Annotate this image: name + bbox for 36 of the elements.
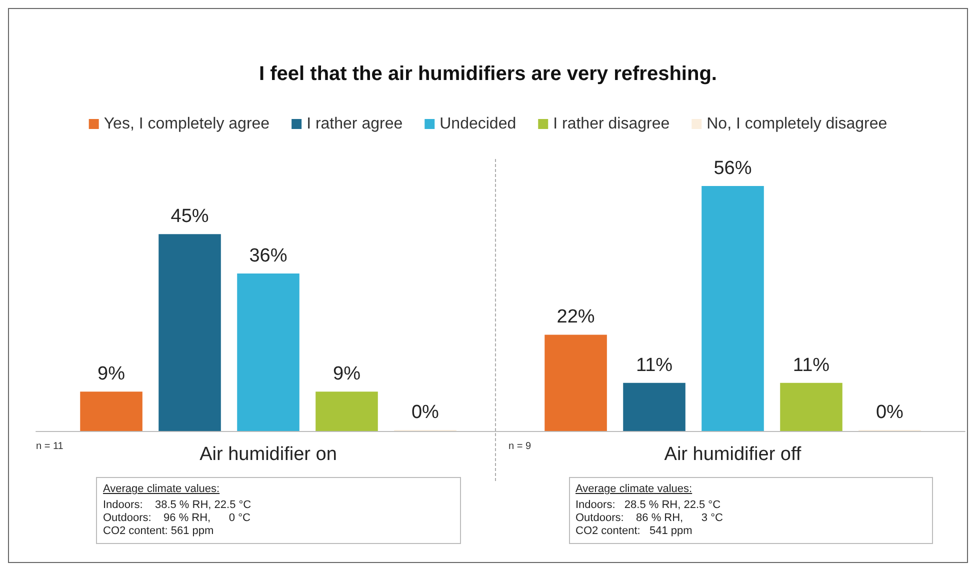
x-tick-label: Air humidifier on	[200, 444, 337, 465]
x-tick-label: Air humidifier off	[664, 444, 802, 465]
legend-label: No, I completely disagree	[706, 116, 888, 132]
text: Outdoors: 96 % RH, 0 °C	[103, 512, 252, 525]
chart-title: I feel that the air humidifiers are very refreshing.	[259, 63, 717, 85]
data-label: 0%	[876, 402, 904, 423]
data-label: 22%	[556, 306, 595, 328]
data-label: 45%	[170, 206, 209, 228]
data-label: 0%	[411, 402, 440, 423]
text: Outdoors: 86 % RH, 3 °C	[576, 512, 724, 525]
text: Indoors: 28.5 % RH, 22.5 °C	[576, 499, 722, 512]
legend-label: Yes, I completely agree	[104, 116, 270, 132]
text: n = 11	[36, 441, 64, 452]
bar	[544, 334, 607, 431]
data-label: 56%	[714, 158, 752, 179]
data-label: 9%	[98, 364, 126, 385]
text: n = 9	[508, 441, 532, 452]
data-label: 11%	[792, 354, 830, 376]
text: Average climate values:	[103, 483, 221, 496]
legend-label: I rather agree	[306, 116, 403, 132]
data-label: 11%	[636, 354, 673, 376]
bar	[237, 273, 300, 431]
bar	[780, 382, 842, 431]
bar	[623, 382, 686, 431]
bar	[80, 392, 142, 431]
legend-label: Undecided	[440, 116, 516, 132]
legend-label: I rather disagree	[553, 116, 670, 132]
text: CO2 content: 561 ppm	[103, 525, 215, 538]
bar	[158, 234, 221, 431]
text: Average climate values:	[576, 483, 694, 496]
text: Indoors: 38.5 % RH, 22.5 °C	[103, 499, 252, 512]
text: CO2 content: 541 ppm	[576, 525, 694, 538]
bar	[702, 186, 764, 431]
data-label: 36%	[249, 245, 288, 266]
data-label: 9%	[333, 364, 361, 385]
bar	[316, 392, 378, 431]
